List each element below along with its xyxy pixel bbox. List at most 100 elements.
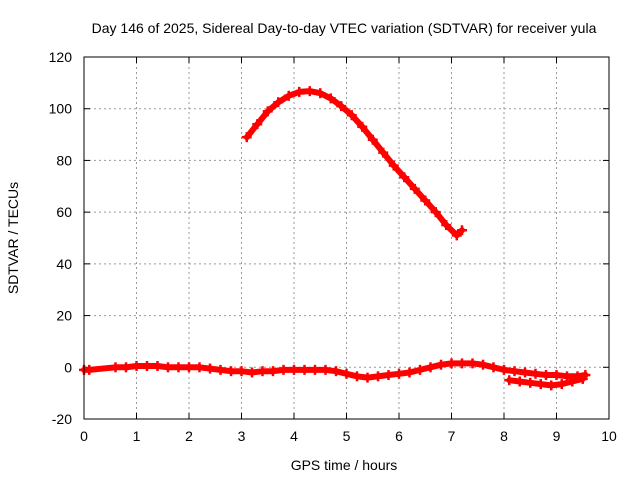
series-low-arc-late <box>504 373 588 391</box>
data-point <box>110 362 121 373</box>
y-axis-label: SDTVAR / TECUs <box>5 182 21 294</box>
x-tick-label: 3 <box>238 428 246 444</box>
data-point <box>131 360 142 371</box>
x-tick-label: 7 <box>448 428 456 444</box>
tick-labels: 0 1 2 3 4 5 6 7 8 9 10 -20 0 20 40 60 80 100 120 <box>49 49 617 444</box>
data-point <box>236 366 247 377</box>
data-point <box>388 160 399 171</box>
data-point <box>289 364 299 375</box>
y-tick-label: 60 <box>56 204 72 220</box>
data-point <box>299 364 310 375</box>
data-point <box>252 119 263 130</box>
data-point <box>121 362 131 373</box>
plot-frame <box>83 56 610 420</box>
data-point <box>430 207 441 218</box>
data-point <box>409 183 420 194</box>
data-point <box>205 363 215 374</box>
data-point <box>478 359 488 370</box>
x-tick-label: 10 <box>601 428 617 444</box>
series-low-arc-main <box>79 358 591 383</box>
data-point <box>173 362 184 373</box>
x-tick-label: 5 <box>343 428 351 444</box>
data-point <box>241 132 252 143</box>
data-point <box>226 366 236 377</box>
data-point <box>525 377 536 388</box>
data-point <box>535 379 546 390</box>
data-point <box>373 371 383 382</box>
data-point <box>268 366 278 377</box>
data-point <box>488 362 499 373</box>
data-point <box>362 372 373 383</box>
data-point <box>215 364 226 375</box>
data-point <box>247 367 257 378</box>
data-point <box>451 230 462 241</box>
data-point <box>383 370 394 381</box>
data-series <box>79 86 591 391</box>
data-point <box>541 370 551 381</box>
data-point <box>520 367 530 378</box>
data-point <box>404 367 415 378</box>
data-point <box>152 360 163 371</box>
y-tick-label: 0 <box>64 359 72 375</box>
data-point <box>562 371 572 382</box>
y-tick-label: 100 <box>49 101 73 117</box>
data-point <box>567 376 578 387</box>
data-point <box>283 90 294 101</box>
grid-lines <box>84 57 609 419</box>
x-tick-label: 9 <box>553 428 561 444</box>
data-point <box>446 358 457 369</box>
data-point <box>378 147 389 158</box>
data-point <box>514 376 525 387</box>
data-point <box>467 358 478 369</box>
data-point <box>341 368 352 379</box>
data-point <box>425 362 436 373</box>
data-point <box>262 106 273 117</box>
data-point <box>315 88 326 99</box>
data-point <box>163 362 173 373</box>
data-point <box>530 368 541 379</box>
data-point <box>367 134 378 145</box>
data-point <box>399 172 410 183</box>
x-tick-label: 4 <box>290 428 298 444</box>
x-tick-label: 6 <box>395 428 403 444</box>
x-tick-label: 1 <box>133 428 141 444</box>
data-point <box>320 364 331 375</box>
x-tick-label: 0 <box>80 428 88 444</box>
chart-title: Day 146 of 2025, Sidereal Day-to-day VTE… <box>92 20 597 36</box>
data-point <box>325 93 336 104</box>
data-point <box>278 364 289 375</box>
data-point <box>294 86 305 97</box>
data-point <box>184 362 194 373</box>
y-tick-label: 20 <box>56 308 72 324</box>
data-point <box>357 121 368 132</box>
data-point <box>352 371 362 382</box>
data-point <box>441 220 452 231</box>
data-point <box>257 366 268 377</box>
data-point <box>304 86 315 97</box>
data-point <box>420 195 431 206</box>
series-trace <box>243 88 465 239</box>
data-point <box>336 101 347 112</box>
data-point <box>142 360 152 371</box>
x-tick-label: 2 <box>185 428 193 444</box>
data-point <box>194 362 205 373</box>
data-point <box>273 97 284 108</box>
data-point <box>577 373 588 384</box>
x-tick-label: 8 <box>500 428 508 444</box>
y-tick-label: -20 <box>52 411 72 427</box>
data-point <box>509 366 520 377</box>
y-tick-label: 80 <box>56 152 72 168</box>
data-point <box>436 359 446 370</box>
data-point <box>546 380 557 391</box>
data-point <box>415 364 425 375</box>
data-point <box>551 370 562 381</box>
y-tick-label: 120 <box>49 49 73 65</box>
data-point <box>504 375 515 386</box>
data-point <box>457 225 467 236</box>
data-point <box>346 110 357 121</box>
data-point <box>499 364 509 375</box>
series-high-arc <box>241 86 467 241</box>
